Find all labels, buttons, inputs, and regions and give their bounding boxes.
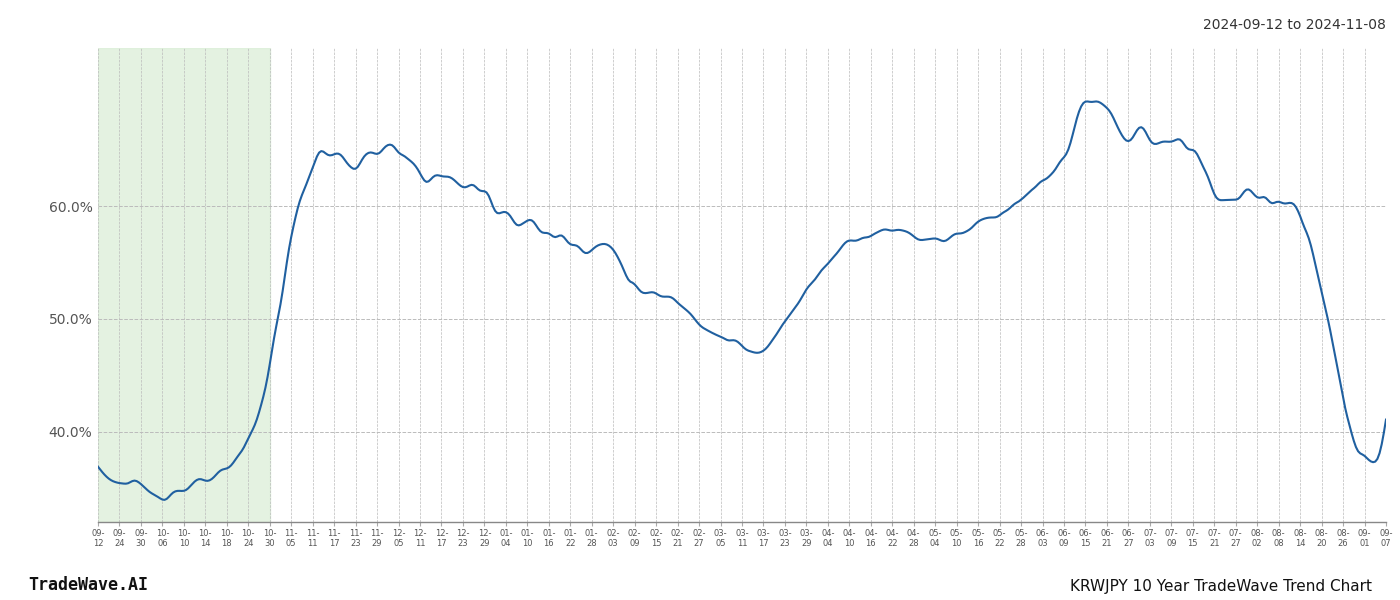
Text: 2024-09-12 to 2024-11-08: 2024-09-12 to 2024-11-08 — [1203, 18, 1386, 32]
Text: TradeWave.AI: TradeWave.AI — [28, 576, 148, 594]
Bar — [98, 48, 270, 522]
Text: KRWJPY 10 Year TradeWave Trend Chart: KRWJPY 10 Year TradeWave Trend Chart — [1070, 579, 1372, 594]
